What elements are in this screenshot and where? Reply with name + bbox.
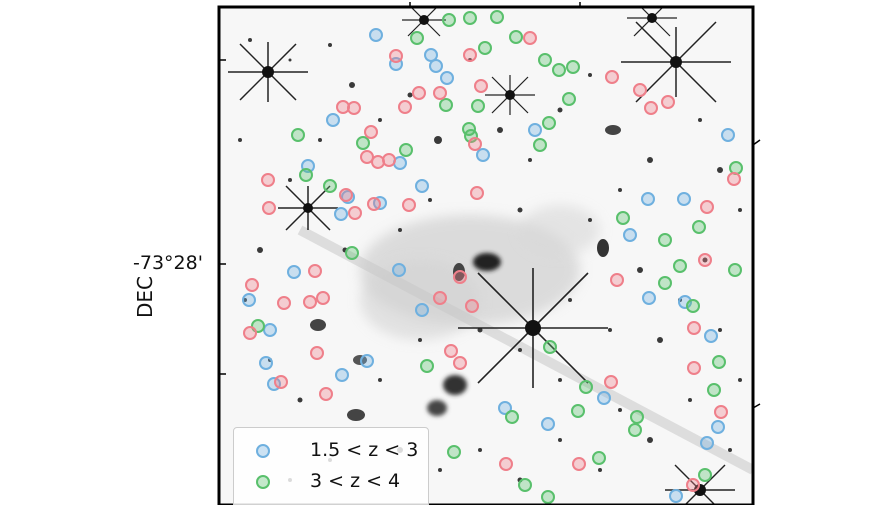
bright-stars <box>228 7 735 505</box>
red-markers <box>243 31 741 492</box>
legend-marker-green <box>256 475 270 489</box>
bright-galaxy <box>353 355 367 365</box>
bright-galaxy <box>310 319 326 331</box>
star <box>278 185 338 231</box>
bright-galaxy <box>605 125 621 135</box>
bright-galaxy <box>347 409 365 421</box>
green-markers <box>251 10 743 504</box>
star <box>228 42 308 102</box>
star <box>402 7 446 37</box>
axis-ticks <box>219 2 761 409</box>
bright-galaxy <box>473 253 501 271</box>
legend-label: 3 < z < 4 <box>310 470 401 492</box>
legend: 1.5 < z < 3 3 < z < 4 <box>233 427 429 505</box>
bright-galaxy <box>427 400 447 416</box>
plot-frame <box>217 5 755 505</box>
bright-galaxy <box>597 239 609 257</box>
y-tick-label: -73°28' <box>133 252 203 274</box>
star <box>485 75 535 115</box>
source-markers <box>242 10 743 504</box>
sky-image <box>228 7 753 505</box>
bright-galaxy <box>443 375 467 395</box>
star <box>458 268 608 388</box>
cluster-halo <box>520 205 600 255</box>
star <box>621 21 731 103</box>
legend-marker-blue <box>256 444 270 458</box>
star <box>627 7 677 37</box>
legend-label: 1.5 < z < 3 <box>310 439 419 461</box>
legend-item: 3 < z < 4 <box>234 468 430 496</box>
diffraction-streak <box>297 225 753 475</box>
legend-item: 1.5 < z < 3 <box>234 437 430 465</box>
blue-markers <box>242 28 735 503</box>
